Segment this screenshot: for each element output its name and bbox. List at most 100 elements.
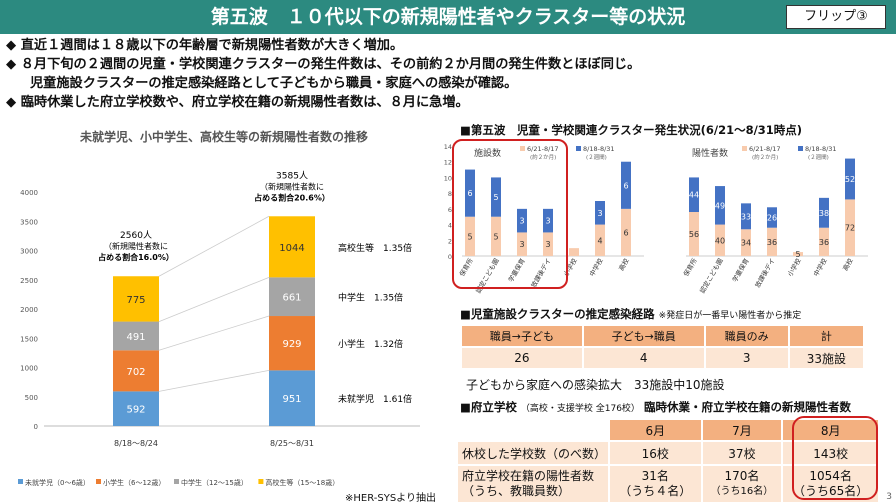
legend-swatch — [742, 146, 747, 151]
y-tick-label: 8 — [448, 190, 452, 198]
school-positive-august-staff: （うち65名） — [793, 484, 869, 498]
data-label: 38 — [819, 209, 829, 218]
connector-line — [158, 315, 270, 351]
school-heading-small: （高校・支援学校 全176校） — [520, 404, 640, 414]
stacked-bar-segment — [113, 350, 159, 392]
route-header-total: 計 — [789, 326, 863, 346]
school-positive-label-line2: （うち、教職員数） — [462, 484, 571, 498]
y-tick-label: 2 — [448, 237, 452, 245]
y-tick-label: 500 — [25, 394, 38, 402]
legend-label: 6/21-8/17 — [527, 145, 559, 153]
school-positive-june-staff: （うち４名） — [619, 484, 692, 498]
x-tick-label: 高校 — [616, 256, 631, 272]
data-label: 1044 — [279, 243, 304, 254]
data-label: 52 — [845, 175, 855, 184]
y-tick-label: 6 — [448, 206, 452, 214]
x-tick-label: 中学校 — [811, 256, 829, 278]
data-label: 775 — [126, 295, 145, 306]
x-tick-label: 小学校 — [785, 256, 803, 278]
route-value-staff-child: 26 — [462, 348, 582, 368]
route-value-total: 33施設 — [789, 348, 863, 368]
route-heading: ■児童施設クラスターの推定感染経路 ※発症日が一番早い陽性者から推定 — [460, 306, 801, 322]
bar-first-period — [819, 227, 829, 256]
data-label: 49 — [715, 201, 725, 210]
bar-second-period — [819, 197, 829, 228]
bar-second-period — [715, 186, 725, 225]
school-positive-label-line1: 府立学校在籍の陽性者数 — [462, 469, 595, 483]
flip-label: フリップ③ — [786, 5, 886, 29]
x-tick-label: 認定こども園 — [697, 257, 724, 295]
school-table-corner — [458, 420, 608, 440]
bar-first-period — [543, 232, 553, 256]
total-label: 3585人 — [276, 170, 308, 181]
data-label: 661 — [282, 293, 301, 304]
chart-subtitle: 施設数 — [474, 147, 501, 159]
legend-swatch — [96, 479, 101, 484]
x-tick-label: 中学校 — [587, 256, 605, 278]
page-number: 3 — [886, 492, 892, 502]
data-label: 5 — [467, 232, 472, 241]
data-label: 4 — [597, 236, 602, 245]
bar-second-period — [621, 161, 631, 209]
school-positive-june: 31名 （うち４名） — [610, 466, 701, 502]
bar-second-period — [465, 169, 475, 217]
legend-label: 中学生（12～15歳） — [181, 478, 248, 487]
y-tick-label: 0 — [34, 423, 38, 431]
legend-swatch — [18, 479, 23, 484]
data-label: 5 — [493, 193, 498, 202]
bar-first-period — [845, 199, 855, 256]
family-spread-note: 子どもから家庭への感染拡大 33施設中10施設 — [466, 378, 725, 392]
age-chart-title: 未就学児、小中学生、高校生等の新規陽性者数の推移 — [79, 130, 368, 144]
route-note: ※発症日が一番早い陽性者から推定 — [658, 311, 802, 321]
bar-second-period — [595, 201, 605, 225]
data-label: 702 — [126, 367, 145, 378]
bar-first-period — [793, 252, 803, 256]
bar-first-period — [741, 229, 751, 256]
highlight-august — [792, 416, 878, 500]
school-positive-july: 170名 （うち16名） — [702, 466, 782, 502]
stacked-bar-segment — [269, 316, 315, 371]
connector-line — [158, 215, 270, 277]
data-label: 929 — [282, 339, 301, 350]
bar-second-period — [543, 208, 553, 233]
legend-swatch — [258, 479, 264, 484]
data-label: 592 — [126, 405, 145, 416]
stacked-bar-segment — [269, 370, 315, 426]
route-heading-text: ■児童施設クラスターの推定感染経路 — [460, 307, 655, 321]
month-header-july: 7月 — [702, 420, 782, 440]
positive-count-chart: 陽性者数 6/21-8/17(約２か月) 8/18-8/31(２週間) 56 44 保育所… — [681, 145, 868, 295]
bar-second-period — [845, 158, 855, 200]
data-label: 34 — [741, 239, 751, 248]
title-bar: 第五波 １０代以下の新規陽性者やクラスター等の状況 フリップ③ — [0, 0, 896, 34]
data-label: 36 — [819, 238, 829, 247]
closed-schools-july: 37校 — [702, 442, 782, 464]
data-label: 3 — [597, 209, 602, 218]
growth-ratio-label: 未就学児 1.61倍 — [338, 393, 412, 405]
bar-first-period — [517, 232, 527, 256]
x-tick-label: 放課後デイ — [753, 257, 777, 290]
data-label: 26 — [767, 214, 777, 223]
bar-first-period — [491, 216, 501, 256]
data-label: 72 — [845, 224, 855, 233]
legend-label: 8/18-8/31 — [805, 145, 837, 153]
data-label: 491 — [126, 332, 145, 343]
data-label: 33 — [741, 212, 751, 221]
legend-label: 8/18-8/31 — [583, 145, 615, 153]
stacked-bar-segment — [269, 216, 315, 278]
data-label: 36 — [767, 238, 777, 247]
legend-label: 高校生等（15～18歳） — [265, 478, 339, 487]
y-tick-label: 10 — [444, 174, 452, 182]
data-label: 44 — [689, 191, 699, 200]
x-tick-label: 保育所 — [681, 256, 699, 278]
summary-bullets: ◆ 直近１週間は１８歳以下の年齢層で新規陽性者数が大きく増加。 ◆ ８月下旬の２… — [6, 36, 886, 112]
route-value-child-staff: 4 — [583, 348, 704, 368]
total-label-note: （新規陽性者数に — [104, 241, 168, 251]
data-label: 6 — [467, 189, 472, 198]
y-tick-label: 2500 — [20, 277, 38, 285]
bar-first-period — [621, 208, 631, 256]
connector-line — [158, 276, 270, 322]
legend-sub-label: (約２か月) — [530, 153, 556, 161]
bar-first-period — [767, 227, 777, 256]
total-label-ratio: 占める割合20.6%） — [254, 192, 330, 202]
data-label: 6 — [623, 228, 628, 237]
